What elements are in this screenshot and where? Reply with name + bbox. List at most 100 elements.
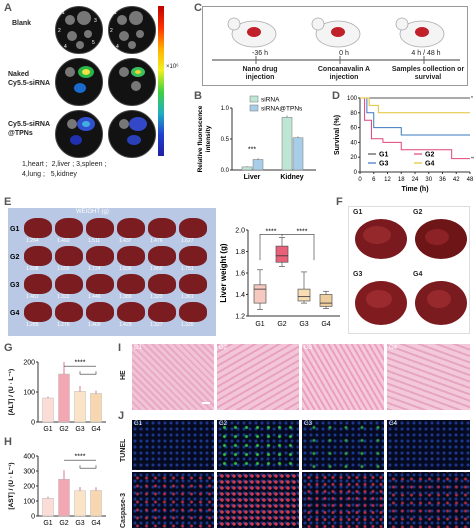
liver-row-label: G1 xyxy=(10,226,20,233)
h-xtick-label: G4 xyxy=(91,520,100,527)
g-bar xyxy=(74,391,86,423)
d-survival-line xyxy=(360,97,470,160)
liver-weight-value: 1.429 xyxy=(119,322,132,328)
j-row-caspase: Caspase-3 xyxy=(120,492,127,528)
chart-g-alt: 0 100 200 [ALT] / (U · L⁻¹) G1 G2 G3 G4 **** xyxy=(8,360,106,433)
liver-weight-value: 1.860 xyxy=(150,266,163,272)
tunel-label-g3: G3 xyxy=(304,421,313,427)
liver-sample xyxy=(117,302,145,322)
timeline-diagram xyxy=(212,17,460,64)
d-legend-label: G4 xyxy=(425,161,434,168)
panel-label-j: J xyxy=(118,410,125,422)
liver-sample xyxy=(179,302,207,322)
panel-label-d: D xyxy=(332,90,340,102)
d-ytick-label: 60 xyxy=(350,126,357,132)
liver-sample xyxy=(179,274,207,294)
liver-row-label: G4 xyxy=(10,310,20,317)
g-ytick-label: 200 xyxy=(23,360,35,367)
i-row-he: HE xyxy=(120,370,127,380)
d-ytick-label: 20 xyxy=(350,155,357,161)
chart-d-survival: 0 20 40 60 80 100 0 6 12 18 24 30 36 42 48 Time (h) Surv… xyxy=(334,96,474,193)
d-ytick-label: 100 xyxy=(347,96,358,102)
liver-row-label: G2 xyxy=(10,254,20,261)
b-ytick-label: 1.0 xyxy=(221,106,230,112)
liver-sample xyxy=(24,302,52,322)
liver-weight-value: 1.437 xyxy=(119,238,132,244)
timeline-desc-3: Samples collection or survival xyxy=(391,66,465,81)
panel-label-i: I xyxy=(118,342,122,354)
e-xtick-label: G4 xyxy=(321,321,330,328)
liver-weight-value: 1.285 xyxy=(26,322,39,328)
h-ytick-label: 0 xyxy=(31,514,35,521)
liver-weight-value: 1.389 xyxy=(119,294,132,300)
h-xtick-label: G1 xyxy=(43,520,52,527)
panel-label-g: G xyxy=(4,342,13,354)
h-ytick-label: 300 xyxy=(23,469,35,476)
d-xtick-label: 48 xyxy=(467,177,474,183)
b-bar xyxy=(281,117,293,171)
dish-tpns-1 xyxy=(55,110,103,158)
dish-naked-2 xyxy=(108,58,156,106)
d-xtick-label: 18 xyxy=(398,177,405,183)
liver-gross-photos: G1 G2 G3 G4 xyxy=(348,206,470,334)
f-group-g3: G3 xyxy=(353,271,363,278)
liver-sample xyxy=(148,218,176,238)
tunel-strip: G1 G2 G3 G4 xyxy=(132,420,470,470)
row-label-blank: Blank xyxy=(12,20,32,27)
b-legend-label: siRNA@TPNs xyxy=(261,106,303,113)
he-scale-bar xyxy=(202,402,210,404)
liver-weight-value: 1.460 xyxy=(57,238,70,244)
caspase-g1 xyxy=(132,472,214,528)
e-sig-bracket xyxy=(282,233,315,261)
e-ytick-label: 1.4 xyxy=(235,292,245,299)
g-xtick-label: G4 xyxy=(91,426,100,433)
liver-sample xyxy=(179,218,207,238)
svg-text:2: 2 xyxy=(58,28,61,34)
tunel-label-g4: G4 xyxy=(389,421,398,427)
liver-sample xyxy=(86,218,114,238)
liver-weight-value: 1.264 xyxy=(26,238,39,244)
tunel-g4 xyxy=(387,420,470,470)
liver-weight-value: 1.476 xyxy=(150,238,163,244)
g-ytick-label: 100 xyxy=(23,390,35,397)
chart-e-liver-weight: 1.2 1.4 1.6 1.8 2.0 Liver weight (g) G1 G2 G3 G4 *… xyxy=(219,228,340,328)
dish-naked-1 xyxy=(55,58,103,106)
b-bar xyxy=(252,159,264,171)
svg-text:4: 4 xyxy=(116,44,119,50)
liver-sample xyxy=(86,274,114,294)
liver-weight-value: 1.276 xyxy=(57,322,70,328)
liver-row-label: G3 xyxy=(10,282,20,289)
he-label-g1: G1 xyxy=(134,345,143,351)
liver-weight-value: 1.627 xyxy=(181,238,194,244)
row-label-tpns: Cy5.5-siRNA @TPNs xyxy=(8,121,51,137)
h-sig-annotation: **** xyxy=(75,454,86,461)
d-xlabel: Time (h) xyxy=(401,186,428,193)
f-group-g2: G2 xyxy=(413,209,423,216)
panel-label-b: B xyxy=(194,90,202,102)
liver-weight-value: 1.461 xyxy=(26,294,39,300)
liver-weight-value: 1.724 xyxy=(88,266,101,272)
h-xtick-label: G3 xyxy=(75,520,84,527)
timeline-desc-1: Nano drug injection xyxy=(242,66,278,81)
timeline-box xyxy=(202,6,468,86)
liver-sample xyxy=(55,246,83,266)
g-ylabel: [ALT] / (U · L⁻¹) xyxy=(8,369,15,415)
h-ylabel: [AST] / (U · L⁻¹) xyxy=(8,462,15,509)
liver-samples: G1 1.264 1.460 1.511 1.437 1.476 1.627 G2 1.698 1… xyxy=(8,208,216,336)
liver-sample xyxy=(148,246,176,266)
panel-label-e: E xyxy=(4,196,12,208)
liver-sample xyxy=(179,246,207,266)
d-xtick-label: 0 xyxy=(358,177,362,183)
b-bar xyxy=(241,166,253,171)
d-ytick-label: 40 xyxy=(350,140,357,146)
he-label-g4: G4 xyxy=(389,345,398,351)
d-ylabel: Survival (%) xyxy=(334,115,341,155)
d-sig-annotation: * xyxy=(471,96,473,102)
intensity-colorbar xyxy=(158,6,164,156)
b-legend-label: siRNA xyxy=(261,97,280,104)
timeline-desc-2: Concanavalin A injection xyxy=(317,66,371,81)
e-box xyxy=(253,284,267,304)
he-g2 xyxy=(217,344,299,410)
h-bar xyxy=(90,490,102,517)
panel-label-h: H xyxy=(4,436,12,448)
